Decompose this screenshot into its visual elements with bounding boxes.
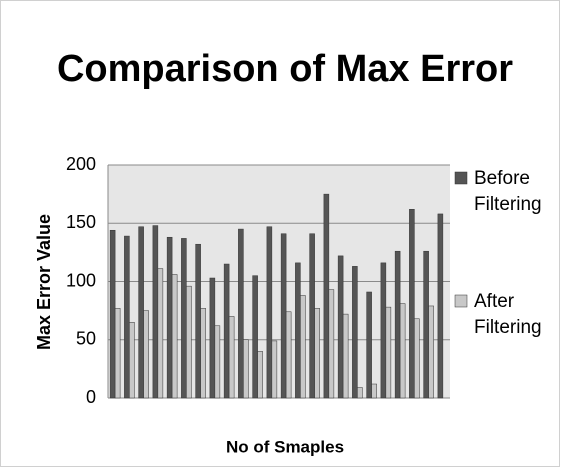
bar: [114, 308, 121, 399]
bar: [143, 310, 149, 399]
bar: [166, 236, 173, 399]
y-tick-label: 150: [66, 212, 96, 232]
bar: [266, 226, 273, 399]
bar: [124, 235, 130, 399]
y-tick-label: 0: [86, 387, 96, 407]
bar: [109, 229, 116, 399]
bar: [129, 322, 135, 399]
bar: [243, 339, 249, 399]
bar: [300, 295, 306, 399]
bar: [171, 274, 178, 399]
legend-swatch: [454, 171, 468, 185]
bar: [295, 262, 301, 399]
bar: [257, 351, 263, 399]
bar: [366, 291, 372, 399]
bar: [195, 243, 201, 399]
bar: [357, 387, 363, 399]
y-axis-label: Max Error Value: [34, 214, 54, 350]
bar: [309, 233, 315, 399]
bar: [428, 305, 434, 399]
bar: [371, 383, 377, 399]
bar: [342, 313, 349, 399]
bar: [328, 289, 335, 399]
x-axis-label: No of Smaples: [226, 437, 344, 456]
bar: [238, 228, 244, 399]
bar: [214, 325, 221, 399]
legend-label: Before Filtering: [474, 168, 542, 215]
bar: [200, 308, 206, 399]
bar: [437, 213, 444, 399]
bar: [138, 226, 144, 399]
chart-title: Comparison of Max Error: [56, 48, 514, 90]
bar: [323, 193, 330, 399]
y-tick-label: 200: [66, 154, 96, 174]
bar: [314, 308, 320, 399]
legend-label: After Filtering: [474, 291, 542, 338]
bar: [385, 306, 392, 399]
bar: [209, 277, 216, 399]
bar: [280, 233, 287, 399]
y-tick-label: 50: [76, 329, 96, 349]
y-tick-label: 100: [66, 270, 96, 290]
bar: [285, 311, 292, 399]
bar: [399, 303, 406, 399]
bar: [423, 250, 429, 399]
bar: [394, 250, 401, 399]
bar: [223, 263, 230, 399]
bar: [352, 266, 358, 399]
bar: [414, 318, 420, 399]
legend-swatch: [454, 294, 468, 308]
bar: [228, 316, 235, 399]
bar: [152, 225, 159, 399]
bar: [181, 238, 187, 399]
bar: [186, 285, 192, 399]
bar: [380, 262, 387, 399]
bar: [157, 268, 164, 399]
bar: [271, 340, 278, 399]
bar: [337, 255, 344, 399]
bar: [409, 209, 415, 399]
bar: [252, 275, 258, 399]
